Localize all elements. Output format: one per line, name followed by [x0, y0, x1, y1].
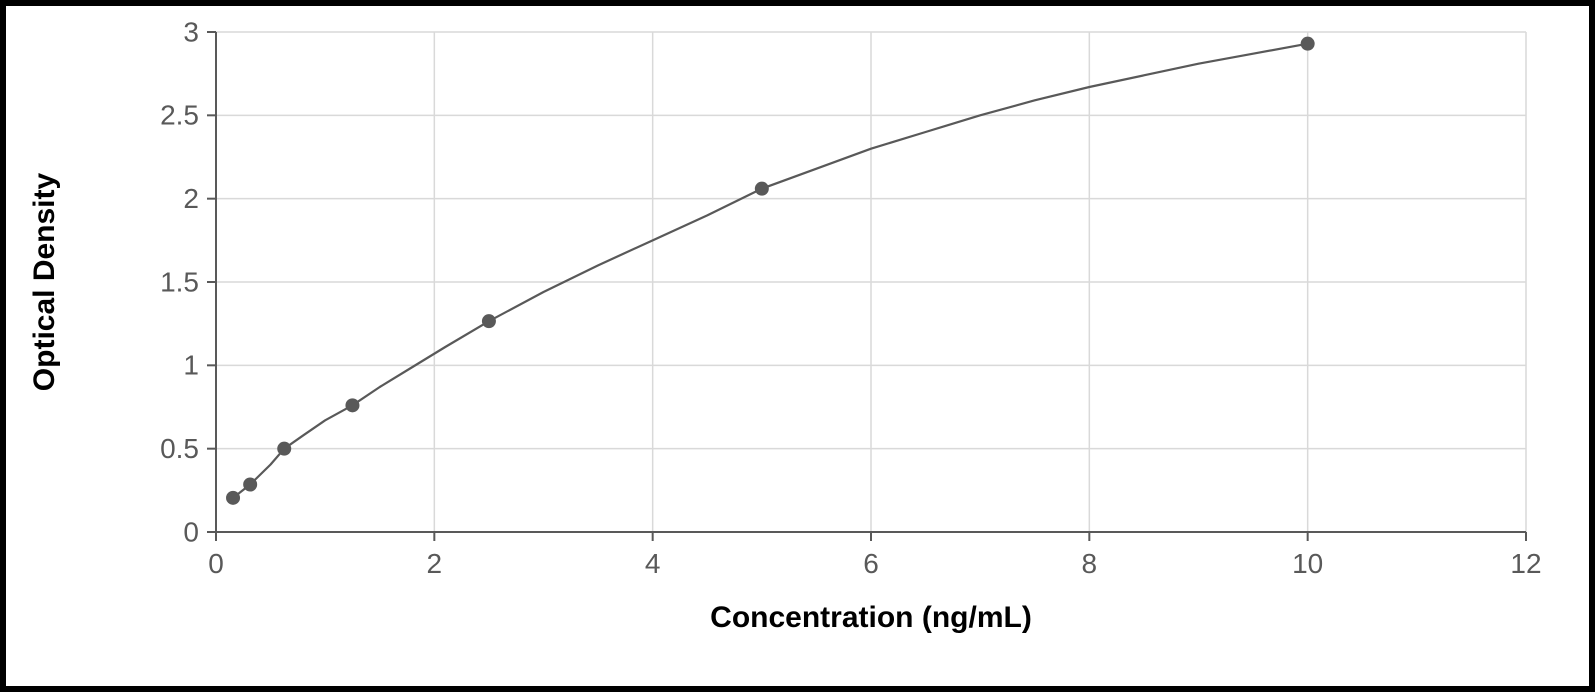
y-tick-label: 2.5: [160, 100, 199, 131]
y-tick-label: 3: [183, 16, 199, 47]
x-tick-label: 6: [863, 548, 879, 579]
data-point: [277, 442, 291, 456]
data-point: [755, 182, 769, 196]
y-tick-label: 1: [183, 350, 199, 381]
x-tick-label: 8: [1082, 548, 1098, 579]
x-tick-label: 0: [208, 548, 224, 579]
chart-frame: 0 2 4 6 8 10 12 0 0.5 1 1.5 2 2.5 3 Concentration (ng/…: [0, 0, 1595, 692]
data-point: [345, 398, 359, 412]
fitted-curve: [233, 44, 1308, 498]
y-axis-label: Optical Density: [28, 172, 61, 391]
chart-svg: 0 2 4 6 8 10 12 0 0.5 1 1.5 2 2.5 3 Concentration (ng/…: [6, 6, 1589, 686]
y-tick-label: 1.5: [160, 266, 199, 297]
data-point: [1301, 37, 1315, 51]
data-point: [482, 314, 496, 328]
x-axis-label: Concentration (ng/mL): [710, 601, 1032, 634]
x-tick-label: 12: [1510, 548, 1541, 579]
y-tick-label: 2: [183, 183, 199, 214]
y-tick-label: 0: [183, 516, 199, 547]
data-point: [226, 491, 240, 505]
y-tick-label: 0.5: [160, 433, 199, 464]
data-point: [243, 478, 257, 492]
x-tick-label: 4: [645, 548, 661, 579]
x-tick-label: 2: [427, 548, 443, 579]
x-tick-label: 10: [1292, 548, 1323, 579]
